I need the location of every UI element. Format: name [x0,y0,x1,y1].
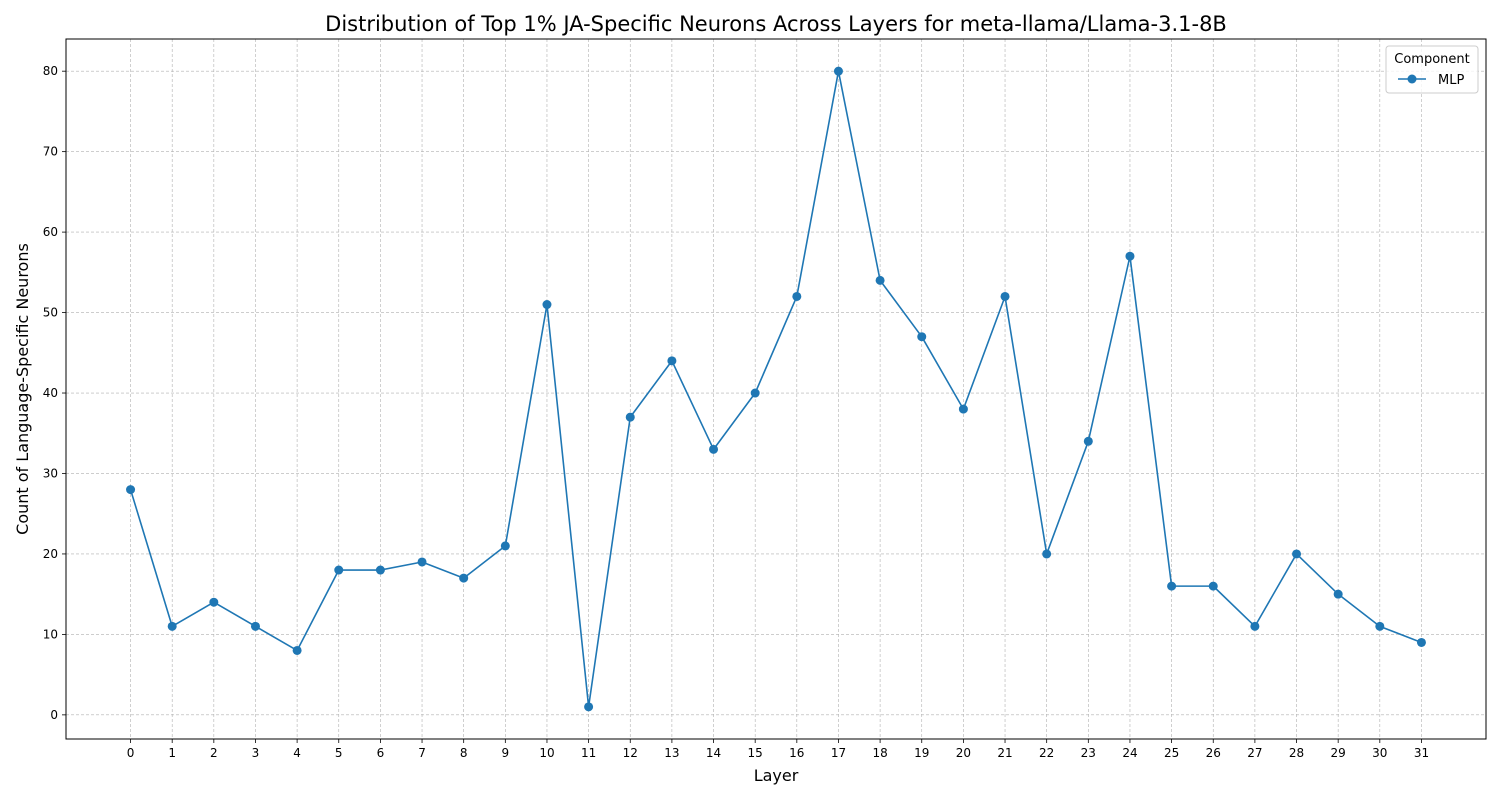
x-tick-label: 4 [293,746,301,760]
chart-title: Distribution of Top 1% JA-Specific Neuro… [325,12,1227,36]
data-point [792,291,802,301]
x-tick-label: 23 [1081,746,1096,760]
data-point [1000,291,1010,301]
data-point [833,66,843,76]
x-tick-label: 10 [539,746,554,760]
y-tick-label: 80 [43,64,58,78]
series-line-mlp [129,70,1422,708]
data-point [750,388,760,398]
x-tick-label: 0 [127,746,135,760]
x-tick-label: 28 [1289,746,1304,760]
x-tick-label: 30 [1372,746,1387,760]
y-tick-label: 30 [43,466,58,480]
x-tick-label: 18 [872,746,887,760]
y-axis-title: Count of Language-Specific Neurons [13,243,32,535]
x-axis-title: Layer [754,766,799,785]
x-tick-label: 14 [706,746,721,760]
x-tick-label: 21 [997,746,1012,760]
x-tick-label: 9 [502,746,510,760]
x-tick-label: 19 [914,746,929,760]
axis-ticks: 0 1 2 3 4 5 6 7 8 9 10 11 12 13 14 15 16 17 18 19 20 21 22 23 24… [43,64,1429,760]
data-point [1208,581,1218,591]
x-tick-label: 29 [1331,746,1346,760]
data-point [375,565,385,575]
legend: Component MLP [1385,45,1479,94]
plot-frame [65,38,1487,740]
legend-title: Component [1394,52,1469,67]
x-tick-label: 20 [956,746,971,760]
data-point [625,412,635,422]
x-tick-label: 7 [418,746,426,760]
y-tick-label: 0 [50,708,58,722]
x-tick-label: 12 [623,746,638,760]
data-point [958,404,968,414]
data-point [1167,581,1177,591]
x-tick-label: 15 [748,746,763,760]
y-tick-label: 20 [43,547,58,561]
data-point [292,645,302,655]
data-point [917,332,927,342]
y-tick-label: 50 [43,306,58,320]
data-point [459,573,469,583]
data-point [1292,549,1302,559]
x-tick-label: 3 [252,746,260,760]
legend-marker-swatch [1407,74,1417,84]
data-point [209,597,219,607]
data-point [1375,621,1385,631]
legend-label-mlp: MLP [1438,73,1464,88]
x-tick-label: 27 [1247,746,1262,760]
series-layer [126,66,1426,712]
data-point [417,557,427,567]
x-tick-label: 1 [168,746,176,760]
x-tick-label: 22 [1039,746,1054,760]
x-tick-label: 24 [1122,746,1137,760]
data-point [334,565,344,575]
data-point [500,541,510,551]
data-point [542,300,552,310]
data-point [167,621,177,631]
data-point [667,356,677,366]
data-point [1125,251,1135,261]
y-tick-label: 10 [43,627,58,641]
data-point [1250,621,1260,631]
x-tick-label: 26 [1206,746,1221,760]
x-tick-label: 8 [460,746,468,760]
y-tick-label: 60 [43,225,58,239]
data-point [1042,549,1052,559]
y-tick-label: 40 [43,386,58,400]
x-tick-label: 25 [1164,746,1179,760]
data-point [1333,589,1343,599]
data-point [1416,637,1426,647]
x-tick-label: 11 [581,746,596,760]
data-point [1083,436,1093,446]
data-point [584,702,594,712]
x-tick-label: 17 [831,746,846,760]
grid [66,39,1486,739]
x-tick-label: 31 [1414,746,1429,760]
x-tick-label: 5 [335,746,343,760]
y-tick-label: 70 [43,145,58,159]
x-tick-label: 2 [210,746,218,760]
data-point [875,275,885,285]
x-tick-label: 16 [789,746,804,760]
data-point [250,621,260,631]
data-point [126,485,136,495]
data-point [709,444,719,454]
x-tick-label: 13 [664,746,679,760]
x-tick-label: 6 [377,746,385,760]
